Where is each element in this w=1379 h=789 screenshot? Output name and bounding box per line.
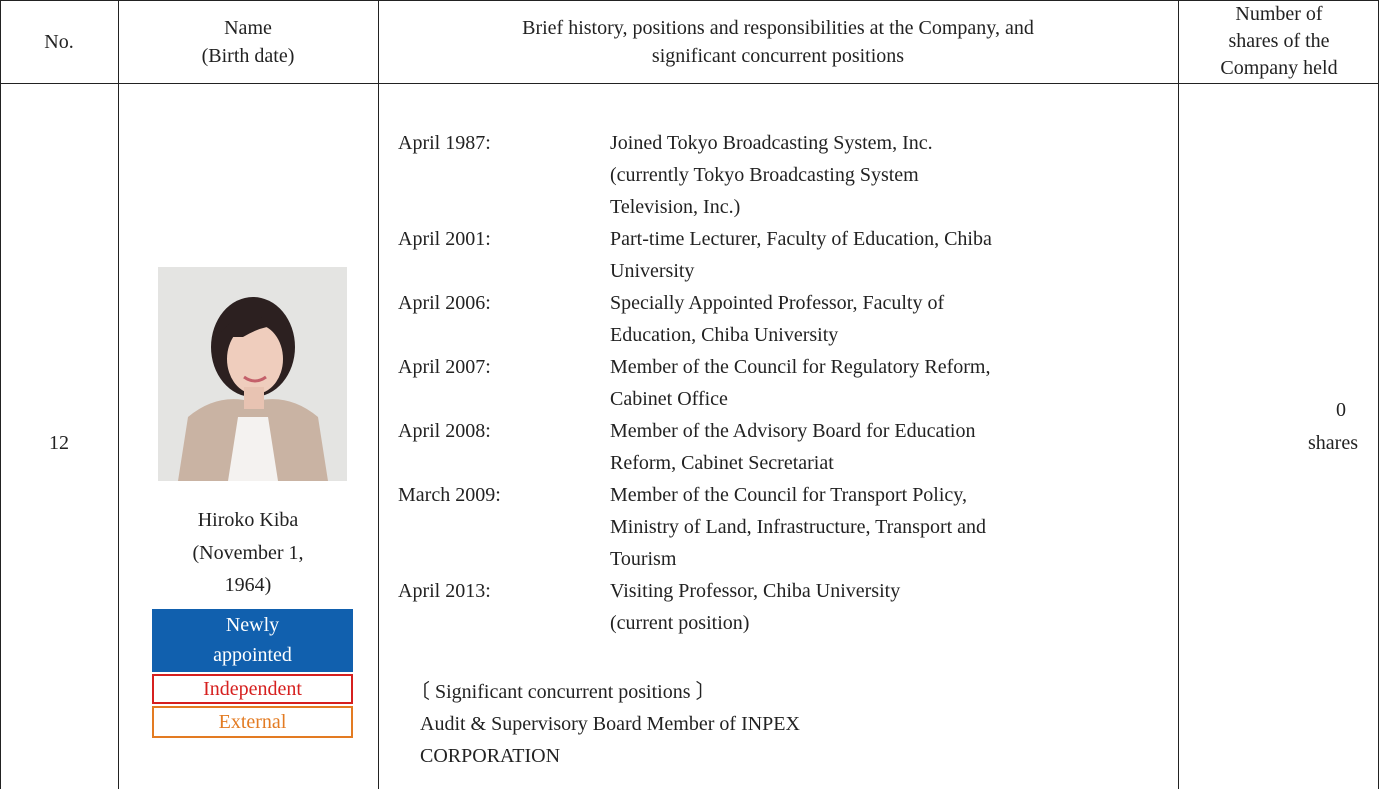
history-date: April 2008: [398,420,491,442]
candidate-name: Hiroko Kiba [197,509,299,531]
history-text: Member of the Council for Transport Poli… [610,484,968,506]
border [0,0,1,789]
concurrent-text: Audit & Supervisory Board Member of INPE… [420,713,800,735]
header-name: Name [224,17,272,39]
history-text: University [610,260,695,282]
history-text: Television, Inc.) [610,196,741,218]
photo [158,267,347,481]
shares-value: 0 [1336,399,1346,421]
concurrent-text: CORPORATION [420,745,561,767]
border [118,0,119,789]
birth-date: 1964) [224,574,272,596]
history-date: April 2001: [398,228,491,250]
history-date: April 2013: [398,580,491,602]
history-text: Member of the Advisory Board for Educati… [610,420,976,442]
history-text: (currently Tokyo Broadcasting System [610,164,919,186]
row-no: 12 [49,432,69,454]
header-no: No. [44,31,74,53]
history-date: April 1987: [398,132,491,154]
history-date: April 2007: [398,356,491,378]
header-name: (Birth date) [201,45,295,67]
history-text: Specially Appointed Professor, Faculty o… [610,292,945,314]
border [378,0,379,789]
history-text: Member of the Council for Regulatory Ref… [610,356,991,378]
birth-date: (November 1, [192,542,304,564]
history-text: Visiting Professor, Chiba University [610,580,901,602]
history-text: Tourism [610,548,677,570]
history-text: Joined Tokyo Broadcasting System, Inc. [610,132,933,154]
border [1178,0,1179,789]
history-text: Education, Chiba University [610,324,839,346]
border [0,83,1379,84]
badge-text: appointed [213,644,292,666]
header-history: significant concurrent positions [651,45,905,67]
badge-independent: Independent [152,674,353,704]
header-shares: shares of the [1228,30,1330,52]
border [0,0,1379,1]
history-text: Cabinet Office [610,388,728,410]
badge-external: External [152,706,353,738]
badge-text: Newly [225,614,280,636]
history-date: April 2006: [398,292,491,314]
header-shares: Number of [1235,3,1323,25]
history-text: Reform, Cabinet Secretariat [610,452,834,474]
header-history: Brief history, positions and responsibil… [522,17,1034,39]
history-text: Part-time Lecturer, Faculty of Education… [610,228,992,250]
badge-new: Newly appointed [152,609,353,672]
header-shares: Company held [1220,57,1338,79]
history-text: (current position) [610,612,750,634]
history-text: Ministry of Land, Infrastructure, Transp… [610,516,987,538]
concurrent-heading: 〔 Significant concurrent positions 〕 [410,681,716,703]
history-date: March 2009: [398,484,501,506]
shares-unit: shares [1308,432,1358,454]
